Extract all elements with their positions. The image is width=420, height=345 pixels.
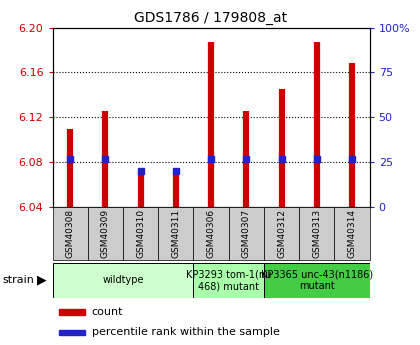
Bar bbox=[334, 207, 370, 260]
Bar bbox=[264, 263, 370, 298]
Bar bbox=[194, 207, 228, 260]
Text: GSM40311: GSM40311 bbox=[171, 209, 180, 258]
Bar bbox=[59, 309, 86, 315]
Text: GSM40312: GSM40312 bbox=[277, 209, 286, 258]
Title: GDS1786 / 179808_at: GDS1786 / 179808_at bbox=[134, 11, 288, 25]
Text: strain: strain bbox=[2, 275, 34, 285]
Bar bbox=[194, 263, 264, 298]
Bar bbox=[299, 207, 334, 260]
Text: GSM40310: GSM40310 bbox=[136, 209, 145, 258]
Bar bbox=[158, 207, 194, 260]
Text: wildtype: wildtype bbox=[102, 275, 144, 285]
Text: ▶: ▶ bbox=[37, 274, 47, 287]
Bar bbox=[52, 207, 88, 260]
Text: GSM40307: GSM40307 bbox=[242, 209, 251, 258]
Text: GSM40314: GSM40314 bbox=[347, 209, 357, 258]
Bar bbox=[59, 329, 86, 335]
Text: percentile rank within the sample: percentile rank within the sample bbox=[92, 327, 280, 337]
Bar bbox=[123, 207, 158, 260]
Bar bbox=[228, 207, 264, 260]
Text: GSM40308: GSM40308 bbox=[66, 209, 75, 258]
Text: KP3293 tom-1(nu
468) mutant: KP3293 tom-1(nu 468) mutant bbox=[186, 269, 271, 291]
Text: count: count bbox=[92, 307, 123, 317]
Bar bbox=[88, 207, 123, 260]
Bar bbox=[52, 263, 194, 298]
Text: GSM40313: GSM40313 bbox=[312, 209, 321, 258]
Text: GSM40309: GSM40309 bbox=[101, 209, 110, 258]
Text: GSM40306: GSM40306 bbox=[207, 209, 215, 258]
Bar bbox=[264, 207, 299, 260]
Text: KP3365 unc-43(n1186)
mutant: KP3365 unc-43(n1186) mutant bbox=[261, 269, 373, 291]
